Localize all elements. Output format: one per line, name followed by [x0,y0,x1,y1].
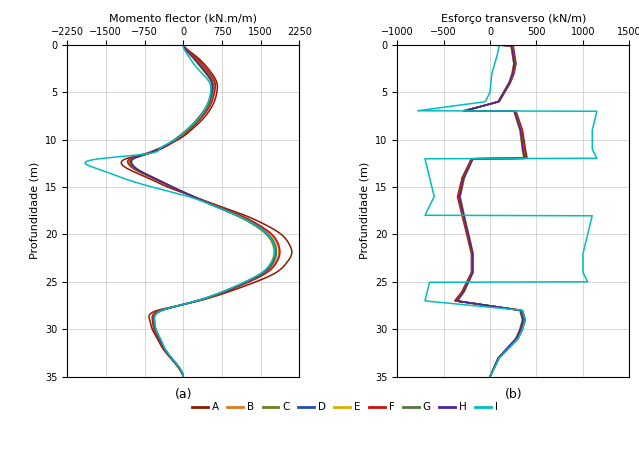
Y-axis label: Profundidade (m): Profundidade (m) [29,162,40,260]
Text: (a): (a) [174,389,192,401]
Legend: A, B, C, D, E, F, G, H, I: A, B, C, D, E, F, G, H, I [188,398,502,416]
X-axis label: Momento flector (kN.m/m): Momento flector (kN.m/m) [109,14,258,24]
X-axis label: Esforço transverso (kN/m): Esforço transverso (kN/m) [440,14,586,24]
Text: (b): (b) [504,389,522,401]
Y-axis label: Profundidade (m): Profundidade (m) [359,162,369,260]
